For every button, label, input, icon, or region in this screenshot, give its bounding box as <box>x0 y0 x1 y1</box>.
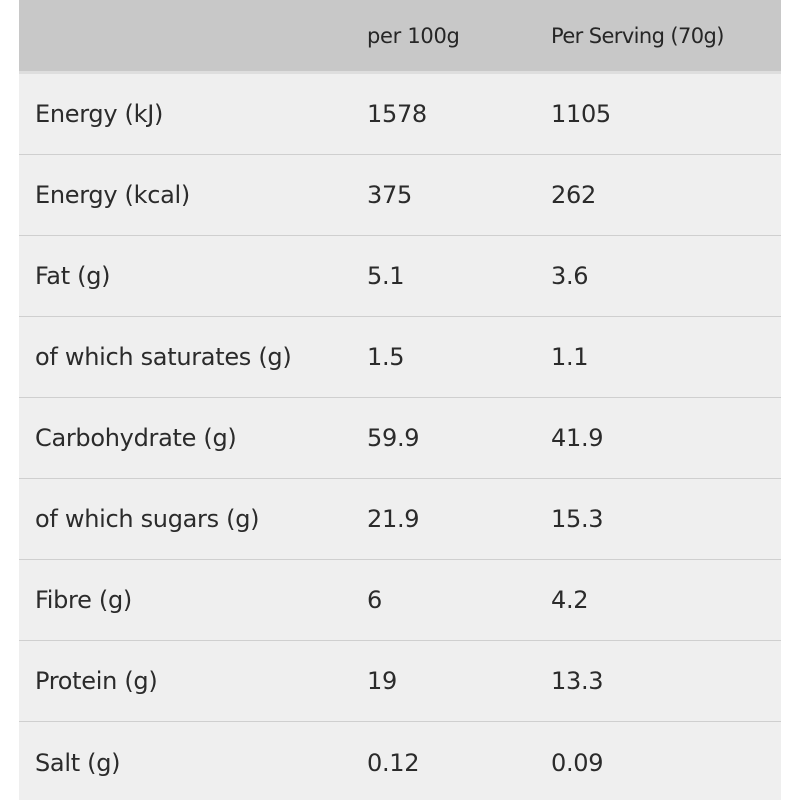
table-row: Fibre (g) 6 4.2 <box>19 560 781 641</box>
value-per-100g: 1578 <box>367 100 427 128</box>
value-per-100g: 59.9 <box>367 424 420 452</box>
header-per-serving: Per Serving (70g) <box>551 23 724 48</box>
nutrient-label: of which sugars (g) <box>35 505 260 533</box>
value-per-100g: 19 <box>367 667 397 695</box>
value-per-serving: 41.9 <box>551 424 604 452</box>
table-row: of which saturates (g) 1.5 1.1 <box>19 317 781 398</box>
table-row: Energy (kcal) 375 262 <box>19 155 781 236</box>
value-per-100g: 5.1 <box>367 262 405 290</box>
table-row: Energy (kJ) 1578 1105 <box>19 74 781 155</box>
nutrient-label: Carbohydrate (g) <box>35 424 237 452</box>
nutrient-label: Energy (kcal) <box>35 181 190 209</box>
table-row: of which sugars (g) 21.9 15.3 <box>19 479 781 560</box>
table-row: Protein (g) 19 13.3 <box>19 641 781 722</box>
value-per-serving: 1105 <box>551 100 611 128</box>
nutrient-label: Energy (kJ) <box>35 100 164 128</box>
value-per-serving: 15.3 <box>551 505 604 533</box>
nutrient-label: of which saturates (g) <box>35 343 292 371</box>
table-row: Carbohydrate (g) 59.9 41.9 <box>19 398 781 479</box>
table-row: Salt (g) 0.12 0.09 <box>19 722 781 803</box>
nutrition-table: per 100g Per Serving (70g) Energy (kJ) 1… <box>19 0 781 800</box>
header-per-100g: per 100g <box>367 23 460 48</box>
table-row: Fat (g) 5.1 3.6 <box>19 236 781 317</box>
nutrient-label: Fibre (g) <box>35 586 132 614</box>
nutrient-label: Salt (g) <box>35 748 121 777</box>
value-per-serving: 4.2 <box>551 586 589 614</box>
value-per-serving: 3.6 <box>551 262 589 290</box>
value-per-serving: 1.1 <box>551 343 589 371</box>
nutrient-label: Fat (g) <box>35 262 111 290</box>
value-per-100g: 6 <box>367 586 382 614</box>
table-header-row: per 100g Per Serving (70g) <box>19 0 781 74</box>
value-per-100g: 1.5 <box>367 343 405 371</box>
value-per-100g: 0.12 <box>367 748 420 777</box>
value-per-serving: 0.09 <box>551 748 604 777</box>
value-per-100g: 21.9 <box>367 505 420 533</box>
nutrient-label: Protein (g) <box>35 667 158 695</box>
value-per-serving: 262 <box>551 181 596 209</box>
value-per-serving: 13.3 <box>551 667 604 695</box>
value-per-100g: 375 <box>367 181 412 209</box>
